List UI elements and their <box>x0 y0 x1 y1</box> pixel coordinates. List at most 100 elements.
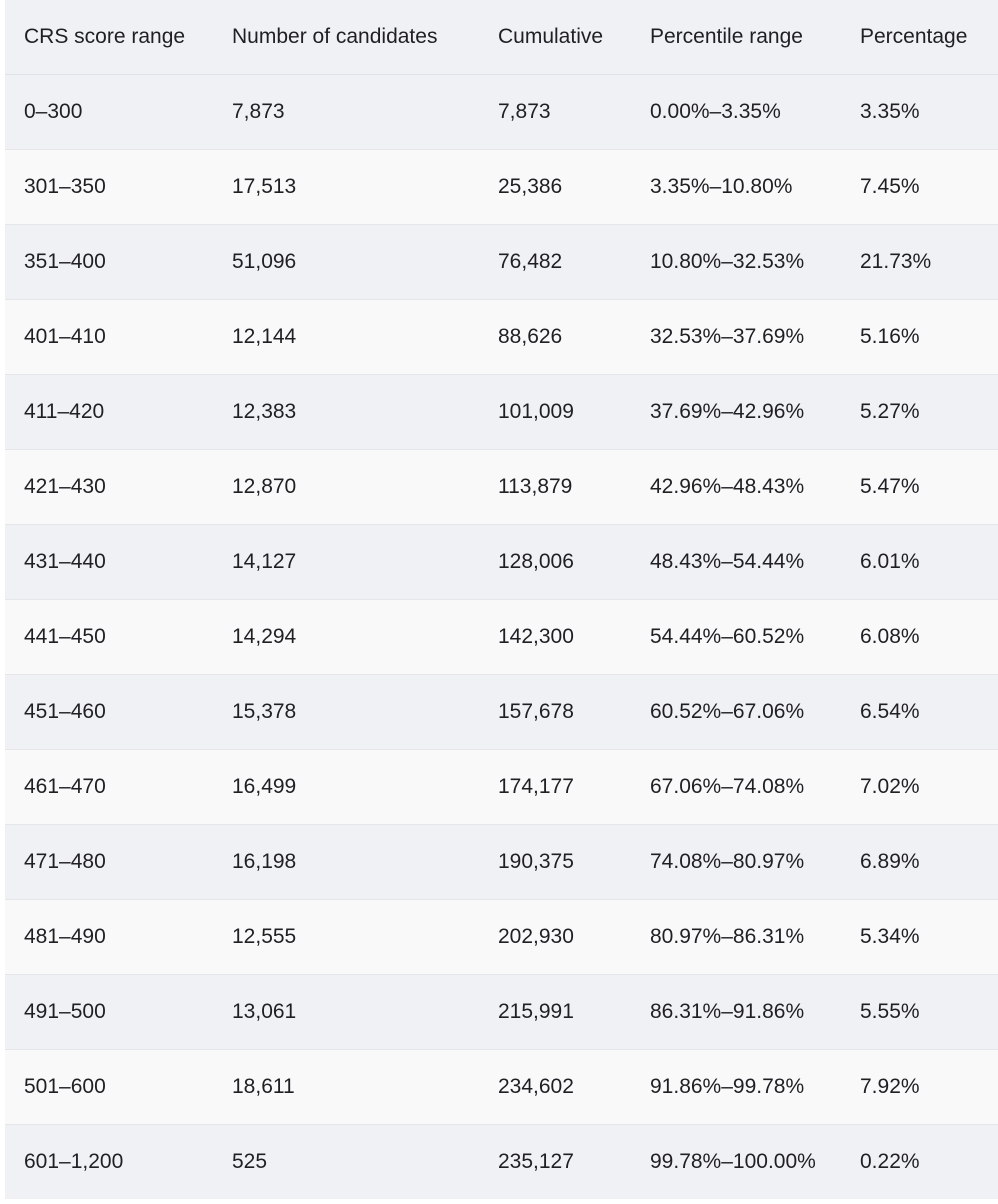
cell-cumulative: 113,879 <box>479 449 631 525</box>
column-header-percentage: Percentage <box>841 0 998 75</box>
cell-percentile-range: 91.86%–99.78% <box>631 1049 841 1125</box>
crs-distribution-table: CRS score range Number of candidates Cumul… <box>5 0 998 1199</box>
cell-cumulative: 215,991 <box>479 974 631 1050</box>
cell-percentage: 6.54% <box>841 674 998 750</box>
cell-percentile-range: 32.53%–37.69% <box>631 299 841 375</box>
header-row: CRS score range Number of candidates Cumul… <box>5 0 998 75</box>
cell-crs-score-range: 601–1,200 <box>5 1124 213 1199</box>
table-row: 601–1,200 525 235,127 99.78%–100.00% 0.22% <box>5 1124 998 1199</box>
cell-percentage: 7.92% <box>841 1049 998 1125</box>
cell-number-of-candidates: 17,513 <box>213 149 479 225</box>
cell-crs-score-range: 351–400 <box>5 224 213 300</box>
cell-number-of-candidates: 15,378 <box>213 674 479 750</box>
table-row: 411–420 12,383 101,009 37.69%–42.96% 5.27% <box>5 374 998 450</box>
cell-crs-score-range: 421–430 <box>5 449 213 525</box>
cell-number-of-candidates: 12,383 <box>213 374 479 450</box>
cell-cumulative: 235,127 <box>479 1124 631 1199</box>
cell-percentage: 5.34% <box>841 899 998 975</box>
table-row: 501–600 18,611 234,602 91.86%–99.78% 7.92% <box>5 1049 998 1125</box>
cell-percentage: 6.08% <box>841 599 998 675</box>
cell-cumulative: 202,930 <box>479 899 631 975</box>
table-row: 481–490 12,555 202,930 80.97%–86.31% 5.34% <box>5 899 998 975</box>
cell-crs-score-range: 431–440 <box>5 524 213 600</box>
table-body: 0–300 7,873 7,873 0.00%–3.35% 3.35% 301–350 17… <box>5 74 998 1199</box>
cell-number-of-candidates: 12,870 <box>213 449 479 525</box>
table-row: 471–480 16,198 190,375 74.08%–80.97% 6.89% <box>5 824 998 900</box>
cell-percentile-range: 37.69%–42.96% <box>631 374 841 450</box>
column-header-cumulative: Cumulative <box>479 0 631 75</box>
table-header: CRS score range Number of candidates Cumul… <box>5 0 998 75</box>
cell-number-of-candidates: 525 <box>213 1124 479 1199</box>
cell-percentage: 5.27% <box>841 374 998 450</box>
cell-percentile-range: 0.00%–3.35% <box>631 74 841 150</box>
cell-cumulative: 190,375 <box>479 824 631 900</box>
crs-distribution-table-container: CRS score range Number of candidates Cumul… <box>5 0 998 1199</box>
table-row: 0–300 7,873 7,873 0.00%–3.35% 3.35% <box>5 74 998 150</box>
cell-cumulative: 142,300 <box>479 599 631 675</box>
cell-percentile-range: 80.97%–86.31% <box>631 899 841 975</box>
cell-percentage: 5.55% <box>841 974 998 1050</box>
cell-percentage: 5.16% <box>841 299 998 375</box>
cell-number-of-candidates: 14,127 <box>213 524 479 600</box>
table-row: 421–430 12,870 113,879 42.96%–48.43% 5.47% <box>5 449 998 525</box>
cell-percentile-range: 67.06%–74.08% <box>631 749 841 825</box>
cell-cumulative: 25,386 <box>479 149 631 225</box>
cell-cumulative: 128,006 <box>479 524 631 600</box>
cell-number-of-candidates: 16,198 <box>213 824 479 900</box>
cell-cumulative: 101,009 <box>479 374 631 450</box>
table-row: 351–400 51,096 76,482 10.80%–32.53% 21.73% <box>5 224 998 300</box>
cell-number-of-candidates: 12,144 <box>213 299 479 375</box>
cell-percentage: 7.02% <box>841 749 998 825</box>
cell-percentile-range: 10.80%–32.53% <box>631 224 841 300</box>
cell-crs-score-range: 471–480 <box>5 824 213 900</box>
table-row: 441–450 14,294 142,300 54.44%–60.52% 6.08% <box>5 599 998 675</box>
cell-number-of-candidates: 14,294 <box>213 599 479 675</box>
cell-percentile-range: 54.44%–60.52% <box>631 599 841 675</box>
cell-percentage: 6.89% <box>841 824 998 900</box>
cell-crs-score-range: 481–490 <box>5 899 213 975</box>
cell-crs-score-range: 0–300 <box>5 74 213 150</box>
cell-percentile-range: 3.35%–10.80% <box>631 149 841 225</box>
cell-number-of-candidates: 12,555 <box>213 899 479 975</box>
cell-percentage: 3.35% <box>841 74 998 150</box>
cell-percentage: 0.22% <box>841 1124 998 1199</box>
cell-percentile-range: 42.96%–48.43% <box>631 449 841 525</box>
cell-number-of-candidates: 51,096 <box>213 224 479 300</box>
cell-crs-score-range: 411–420 <box>5 374 213 450</box>
cell-cumulative: 234,602 <box>479 1049 631 1125</box>
cell-number-of-candidates: 7,873 <box>213 74 479 150</box>
column-header-crs-score-range: CRS score range <box>5 0 213 75</box>
cell-crs-score-range: 451–460 <box>5 674 213 750</box>
table-row: 461–470 16,499 174,177 67.06%–74.08% 7.02% <box>5 749 998 825</box>
cell-cumulative: 157,678 <box>479 674 631 750</box>
cell-percentile-range: 48.43%–54.44% <box>631 524 841 600</box>
table-row: 301–350 17,513 25,386 3.35%–10.80% 7.45% <box>5 149 998 225</box>
cell-crs-score-range: 441–450 <box>5 599 213 675</box>
cell-crs-score-range: 401–410 <box>5 299 213 375</box>
table-row: 431–440 14,127 128,006 48.43%–54.44% 6.01% <box>5 524 998 600</box>
cell-cumulative: 76,482 <box>479 224 631 300</box>
cell-percentile-range: 86.31%–91.86% <box>631 974 841 1050</box>
table-row: 401–410 12,144 88,626 32.53%–37.69% 5.16% <box>5 299 998 375</box>
cell-percentage: 7.45% <box>841 149 998 225</box>
cell-percentage: 6.01% <box>841 524 998 600</box>
cell-cumulative: 88,626 <box>479 299 631 375</box>
cell-crs-score-range: 501–600 <box>5 1049 213 1125</box>
cell-cumulative: 7,873 <box>479 74 631 150</box>
column-header-number-of-candidates: Number of candidates <box>213 0 479 75</box>
cell-percentile-range: 60.52%–67.06% <box>631 674 841 750</box>
cell-percentile-range: 74.08%–80.97% <box>631 824 841 900</box>
cell-number-of-candidates: 13,061 <box>213 974 479 1050</box>
cell-cumulative: 174,177 <box>479 749 631 825</box>
cell-number-of-candidates: 18,611 <box>213 1049 479 1125</box>
cell-crs-score-range: 461–470 <box>5 749 213 825</box>
table-row: 491–500 13,061 215,991 86.31%–91.86% 5.55% <box>5 974 998 1050</box>
cell-percentile-range: 99.78%–100.00% <box>631 1124 841 1199</box>
cell-percentage: 21.73% <box>841 224 998 300</box>
cell-number-of-candidates: 16,499 <box>213 749 479 825</box>
column-header-percentile-range: Percentile range <box>631 0 841 75</box>
cell-crs-score-range: 301–350 <box>5 149 213 225</box>
cell-crs-score-range: 491–500 <box>5 974 213 1050</box>
table-row: 451–460 15,378 157,678 60.52%–67.06% 6.54% <box>5 674 998 750</box>
cell-percentage: 5.47% <box>841 449 998 525</box>
